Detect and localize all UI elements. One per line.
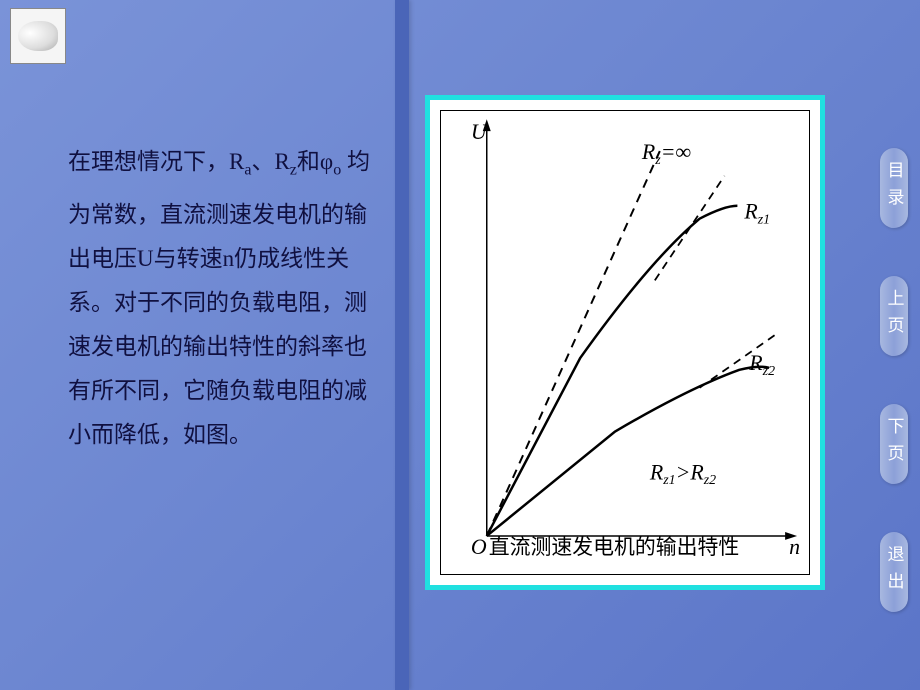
origin-label: O	[471, 535, 487, 559]
y-axis-label: U	[471, 120, 488, 144]
chart-area: U n O Rz=∞ Rz1 Rz2 Rz1>Rz2 直流测速发电机的输出特性	[440, 110, 810, 575]
prev-button[interactable]: 上页	[880, 276, 908, 356]
nav-panel: 目录 上页 下页 退出	[880, 148, 908, 612]
text-p2a-sub: o	[333, 162, 341, 179]
vertical-divider	[395, 0, 409, 690]
text-p1b: 、R	[251, 149, 289, 174]
label-rz1: Rz1	[743, 200, 770, 228]
label-rz2: Rz2	[748, 351, 775, 379]
chart-caption: 直流测速发电机的输出特性	[489, 535, 739, 559]
text-p3: 测速发电机的输出电压U与转速n仍成线性关系。对于不同的负载电阻，测速发电机的输出…	[68, 202, 367, 447]
text-p1b-sub: z	[290, 162, 297, 179]
chart-frame: U n O Rz=∞ Rz1 Rz2 Rz1>Rz2 直流测速发电机的输出特性	[425, 95, 825, 590]
exit-button[interactable]: 退出	[880, 532, 908, 612]
x-axis-label: n	[789, 535, 800, 559]
label-rz-inf: Rz=∞	[641, 140, 692, 168]
logo	[10, 8, 66, 64]
next-button[interactable]: 下页	[880, 404, 908, 484]
toc-button[interactable]: 目录	[880, 148, 908, 228]
inequality: Rz1>Rz2	[649, 460, 716, 488]
chart-svg: U n O Rz=∞ Rz1 Rz2 Rz1>Rz2 直流测速发电机的输出特性	[441, 111, 809, 574]
body-text: 在理想情况下，Ra、Rz和φo 均为常数，直流测速发电机的输出电压U与转速n仍成…	[68, 140, 378, 457]
logo-image	[18, 21, 58, 51]
text-p2a: 和φ	[297, 149, 333, 174]
text-p1a: 在理想情况下，R	[68, 149, 244, 174]
